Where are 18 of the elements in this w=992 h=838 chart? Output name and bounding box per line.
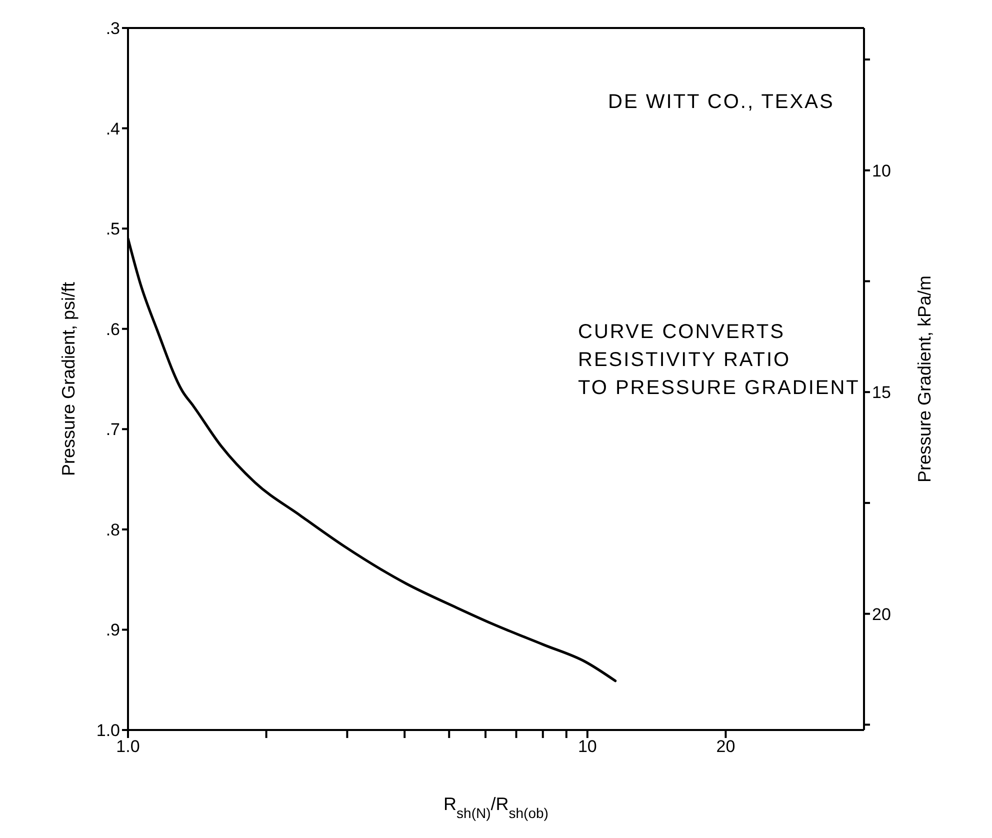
y-tick-label: 1.0: [96, 721, 120, 740]
y-tick-label: .4: [106, 119, 120, 138]
y-tick-label: .9: [106, 620, 120, 640]
y2-tick-label: 10: [872, 161, 891, 180]
y-tick-label: .8: [106, 520, 120, 540]
y-tick-label: .3: [106, 19, 120, 38]
x-tick-label: 10: [578, 737, 597, 756]
y-tick-label: .5: [106, 220, 120, 239]
y-tick-label: .7: [106, 420, 120, 440]
x-tick-label: 20: [716, 737, 736, 756]
annotation: CURVE CONVERTS RESISTIVITY RATIO TO PRESSURE GRADIENT: [578, 320, 860, 401]
x-axis-title: R$_{sh(N)}$/R$_{sh(ob)}$: [444, 794, 548, 821]
y2-tick-label: 15: [872, 383, 891, 402]
y-tick-label: .6: [106, 320, 120, 339]
y-axis-title: Pressure Gradient, psi/ft: [58, 282, 78, 476]
y2-axis-title: Pressure Gradient, kPa/m: [914, 275, 934, 483]
annotation: DE WITT CO., TEXAS: [608, 90, 834, 115]
y2-tick-label: 20: [872, 604, 891, 624]
